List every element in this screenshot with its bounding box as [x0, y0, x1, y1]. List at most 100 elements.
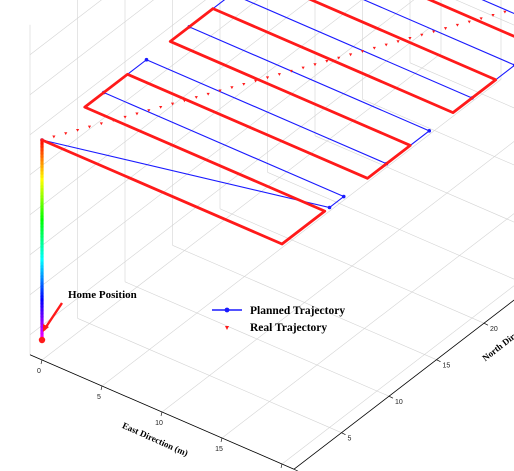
- legend-marker-real: [225, 326, 229, 330]
- real-trajectory-point: [265, 76, 270, 80]
- grid-line-wall-z: [29, 27, 430, 336]
- y-tick-mark: [388, 395, 394, 399]
- y-tick-label: 5: [348, 436, 352, 443]
- real-trajectory-point: [87, 125, 92, 129]
- grid-line-floor-y: [77, 318, 342, 433]
- x-tick-label: 15: [215, 446, 223, 453]
- real-trajectory-point: [230, 86, 234, 90]
- grid-line-wall-z: [29, 0, 206, 136]
- planned-trajectory-line: [41, 0, 514, 209]
- legend-marker-planned: [224, 307, 230, 313]
- legend-label-real: Real Trajectory: [250, 322, 327, 334]
- real-trajectory-point: [40, 138, 44, 142]
- real-trajectory-point: [218, 89, 222, 93]
- real-trajectory-point: [277, 73, 281, 76]
- real-trajectory-point: [135, 112, 139, 116]
- real-trajectory-point: [491, 14, 495, 17]
- real-trajectory-point: [76, 128, 80, 132]
- real-trajectory-point: [242, 82, 246, 86]
- grid-line-wall-z: [29, 0, 415, 296]
- axes-grid: [29, 0, 514, 470]
- planned-trajectory-point: [341, 194, 346, 199]
- x-tick-mark: [160, 411, 163, 417]
- x-tick-label: 5: [97, 394, 101, 401]
- real-trajectory-point: [432, 30, 436, 34]
- real-trajectory-point: [123, 115, 127, 119]
- grid-line-floor-x: [101, 79, 502, 387]
- x-tick-mark: [40, 359, 43, 365]
- annotation-label: Home Position: [68, 289, 137, 301]
- grid-line-floor-y: [124, 281, 390, 397]
- real-trajectory-point: [254, 79, 258, 83]
- grid-line-floor-y: [362, 99, 514, 166]
- real-trajectory-point: [147, 109, 151, 113]
- real-trajectory-point: [467, 20, 471, 24]
- x-tick-mark: [220, 437, 223, 443]
- grid-line-floor-x: [221, 213, 514, 439]
- grid-line-floor-y: [267, 172, 514, 280]
- grid-line-floor-x: [281, 285, 514, 465]
- annotation-arrow-head: [43, 324, 49, 332]
- planned-trajectory-point: [427, 129, 432, 133]
- home-position-point: [38, 336, 46, 344]
- real-trajectory-point: [111, 119, 115, 122]
- planned-trajectory-point: [327, 205, 332, 210]
- real-trajectory-point: [182, 99, 187, 103]
- annotation-arrow: [43, 302, 63, 331]
- real-trajectory-point: [289, 69, 293, 73]
- real-trajectory-point: [479, 17, 483, 21]
- annotations: Fire DetectedHome Position: [43, 289, 137, 332]
- real-trajectory-point: [443, 27, 448, 30]
- planned-trajectory-point: [144, 57, 149, 62]
- y-tick-label: 10: [395, 399, 403, 406]
- real-trajectory-line: [41, 0, 514, 246]
- real-trajectory-point: [206, 92, 210, 96]
- grid-line-floor-y: [314, 135, 514, 223]
- grid-line-floor-x: [161, 141, 514, 413]
- y-axis-label: North Direction (m): [480, 308, 514, 363]
- grid-line-wall-z: [29, 0, 311, 216]
- real-trajectory-point: [372, 46, 376, 50]
- real-trajectory-point: [159, 105, 163, 109]
- real-trajectory-point: [384, 43, 388, 47]
- real-trajectory-point: [503, 10, 507, 14]
- real-trajectory-point: [408, 37, 412, 40]
- real-trajectory-point: [170, 102, 175, 106]
- real-trajectory-point: [455, 23, 460, 27]
- real-trajectory-point: [348, 53, 353, 57]
- data-series: [38, 0, 514, 344]
- x-tick-mark: [100, 385, 103, 391]
- real-trajectory-point: [301, 66, 305, 70]
- real-trajectory-point: [64, 132, 68, 136]
- grid-line-wall-z: [29, 0, 363, 256]
- y-tick-mark: [436, 359, 441, 362]
- grid-line-wall-z: [29, 0, 102, 56]
- real-trajectory-point: [313, 63, 317, 67]
- legend: Planned Trajectory Real Trajectory: [212, 305, 345, 334]
- legend-label-planned: Planned Trajectory: [250, 305, 345, 317]
- y-tick-label: 20: [490, 326, 498, 333]
- grid-line-floor-y: [172, 245, 437, 360]
- real-trajectory-point: [360, 50, 365, 53]
- real-trajectory-point: [396, 40, 400, 44]
- y-axis-line: [293, 299, 514, 470]
- real-trajectory-point: [420, 33, 424, 37]
- grid-line-floor-y: [409, 62, 514, 109]
- grid-line-wall-z: [29, 0, 154, 96]
- grid-line-floor-y: [219, 208, 485, 324]
- grid-line-wall-z: [29, 0, 258, 176]
- real-trajectory-point: [325, 60, 329, 63]
- axis-ticks: 05101520051015202530354002468101214East …: [29, 299, 514, 471]
- y-tick-label: 15: [443, 363, 451, 370]
- y-tick-mark: [341, 432, 346, 435]
- real-trajectory-point: [337, 56, 341, 60]
- y-tick-mark: [483, 322, 489, 326]
- grid-line-back-z: [455, 0, 514, 26]
- x-tick-label: 0: [37, 368, 41, 375]
- grid-line-floor-x: [41, 53, 442, 361]
- x-tick-mark: [280, 463, 283, 469]
- real-trajectory-point: [99, 122, 103, 126]
- x-tick-label: 10: [155, 420, 163, 427]
